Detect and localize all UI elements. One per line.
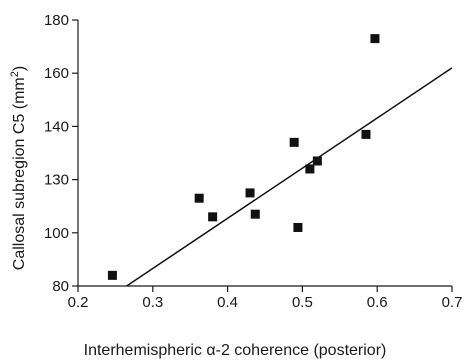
data-point — [245, 188, 255, 198]
x-tick-label: 0.4 — [217, 294, 238, 311]
data-point — [250, 209, 260, 219]
x-tick-label: 0.7 — [442, 294, 463, 311]
data-point — [107, 270, 117, 280]
data-point — [361, 129, 371, 139]
x-tick-label: 0.6 — [367, 294, 388, 311]
y-tick-label: 130 — [44, 172, 69, 189]
x-tick-label: 0.2 — [68, 294, 89, 311]
x-tick-label: 0.3 — [142, 294, 163, 311]
data-point — [312, 156, 322, 166]
y-tick-label: 180 — [44, 12, 69, 29]
data-point — [370, 34, 380, 44]
y-tick-label: 80 — [52, 278, 69, 295]
y-axis-label: Callosal subregion C5 (mm2) — [9, 66, 28, 270]
regression-line — [126, 67, 453, 287]
data-points — [107, 34, 380, 280]
x-axis-label: Interhemispheric α-2 coherence (posterio… — [84, 342, 387, 359]
data-point — [289, 137, 299, 147]
y-axis-label-main: Callosal subregion C5 (mm — [11, 77, 28, 270]
data-point — [208, 212, 218, 222]
y-tick-label: 140 — [44, 118, 69, 135]
y-axis-label-close: ) — [11, 66, 28, 71]
data-point — [194, 193, 204, 203]
data-point — [293, 222, 303, 232]
x-tick-label: 0.5 — [292, 294, 313, 311]
axes — [77, 20, 452, 287]
y-tick-label: 100 — [44, 225, 69, 242]
x-ticks: 0.2 0.3 0.4 0.5 0.6 0.7 — [68, 286, 463, 311]
y-ticks: 80 100 130 140 160 180 — [44, 12, 78, 295]
data-point — [305, 164, 315, 174]
y-tick-label: 160 — [44, 65, 69, 82]
y-axis-label-sup: 2 — [9, 71, 21, 77]
